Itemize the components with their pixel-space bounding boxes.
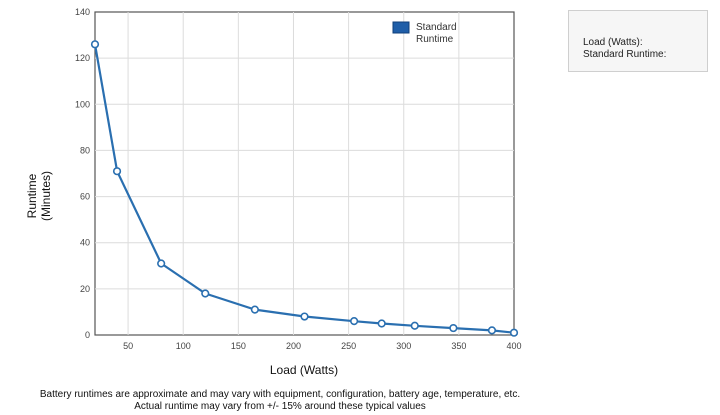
- x-tick-label: 50: [123, 341, 133, 351]
- axis-ticks: 0 20 40 60 80 100 120 140 50 100 150 200 250 300 350 40…: [75, 7, 522, 351]
- x-axis-title: Load (Watts): [270, 363, 338, 377]
- x-tick-label: 400: [506, 341, 521, 351]
- footnote-line-2: Actual runtime may vary from +/- 15% aro…: [134, 401, 426, 412]
- y-tick-label: 80: [80, 145, 90, 155]
- y-tick-label: 0: [85, 330, 90, 340]
- x-tick-label: 100: [176, 341, 191, 351]
- data-point[interactable]: [509, 328, 519, 337]
- data-point[interactable]: [449, 323, 458, 333]
- y-tick-label: 20: [80, 284, 90, 294]
- y-axis-title-line1: Runtime: [25, 173, 39, 218]
- plot-area: [94, 11, 515, 336]
- legend: Standard Runtime: [392, 21, 457, 45]
- info-load-label: Load (Watts):: [583, 37, 643, 48]
- grid-lines: [95, 12, 514, 335]
- data-point[interactable]: [112, 167, 122, 176]
- hover-info-box: Load (Watts): Standard Runtime:: [568, 10, 708, 72]
- data-point[interactable]: [410, 321, 419, 330]
- x-tick-label: 200: [286, 341, 301, 351]
- y-tick-label: 40: [80, 238, 90, 248]
- y-tick-label: 60: [80, 192, 90, 202]
- legend-label-line1: Standard: [416, 22, 457, 33]
- data-point[interactable]: [350, 317, 359, 326]
- y-tick-label: 120: [75, 53, 90, 63]
- data-point[interactable]: [250, 305, 259, 314]
- legend-swatch: [392, 21, 410, 34]
- data-point[interactable]: [377, 319, 386, 328]
- data-point[interactable]: [300, 312, 309, 321]
- x-tick-label: 250: [341, 341, 356, 351]
- x-tick-label: 350: [451, 341, 466, 351]
- series-layer: [90, 40, 519, 337]
- series-line: [93, 44, 515, 334]
- data-point[interactable]: [90, 40, 100, 49]
- legend-label-line2: Runtime: [416, 34, 454, 45]
- data-point[interactable]: [201, 289, 210, 298]
- y-tick-label: 140: [75, 7, 90, 17]
- footnote-line-1: Battery runtimes are approximate and may…: [39, 389, 521, 400]
- data-point[interactable]: [487, 326, 497, 335]
- x-tick-label: 300: [396, 341, 411, 351]
- info-runtime-label: Standard Runtime:: [583, 49, 667, 60]
- y-tick-label: 100: [75, 99, 90, 109]
- y-axis-title-line2: (Minutes): [39, 171, 53, 221]
- data-point[interactable]: [157, 259, 166, 268]
- x-tick-label: 150: [231, 341, 246, 351]
